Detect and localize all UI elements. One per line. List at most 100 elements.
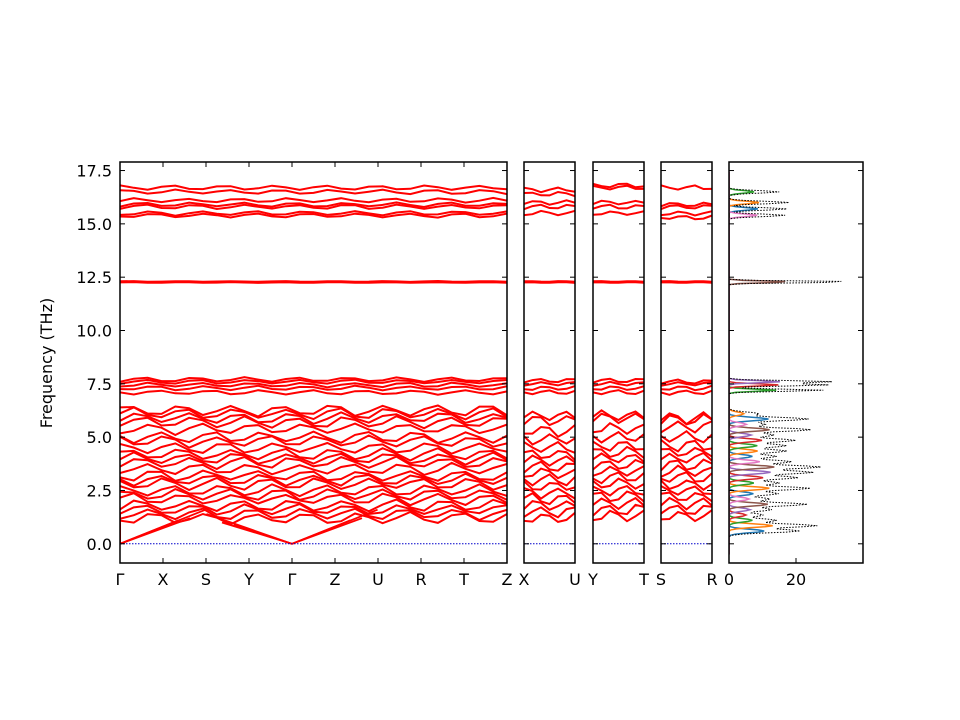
x-tick-label: Γ xyxy=(288,570,297,589)
high-band-line xyxy=(661,214,712,221)
low-band-line xyxy=(661,471,712,483)
x-tick-label: S xyxy=(656,570,666,589)
y-tick-label: 0.0 xyxy=(87,535,112,554)
low-band-line xyxy=(661,491,712,503)
high-band-line xyxy=(120,210,507,217)
high-band-line xyxy=(593,210,644,216)
dos-panel: 0 20 xyxy=(724,161,864,589)
low-band-line xyxy=(120,441,507,455)
high-band-line xyxy=(524,203,575,211)
y-tick-label: 2.5 xyxy=(87,481,112,500)
x-tick-label: U xyxy=(372,570,384,589)
y-tick-label: 5.0 xyxy=(87,428,112,447)
low-band-line xyxy=(593,421,644,436)
low-band-line xyxy=(593,452,644,464)
low-band-line xyxy=(120,430,507,445)
optic-band-line xyxy=(524,389,575,396)
low-band-line xyxy=(593,503,644,517)
optic-band-line xyxy=(593,377,644,384)
y-tick-label: 15.0 xyxy=(76,215,112,234)
low-band-line xyxy=(593,509,644,523)
high-band-line xyxy=(524,199,575,206)
low-band-line xyxy=(593,471,644,485)
low-band-line xyxy=(661,439,712,453)
mid-band-line xyxy=(593,280,644,283)
panel-frame xyxy=(592,161,645,564)
acoustic-branch xyxy=(120,519,179,545)
low-band-line xyxy=(120,476,507,492)
partial-dos-line xyxy=(729,171,769,555)
low-band-line xyxy=(524,512,575,523)
panel-frame xyxy=(119,161,508,564)
low-band-line xyxy=(593,440,644,452)
low-band-line xyxy=(524,440,575,454)
low-band-line xyxy=(661,429,712,444)
low-band-line xyxy=(593,484,644,497)
mid-band-line xyxy=(120,279,507,283)
low-band-line xyxy=(593,465,644,477)
panel-frame xyxy=(523,161,576,564)
band-lines xyxy=(593,182,644,523)
x-tick-label: T xyxy=(638,570,649,589)
low-band-line xyxy=(593,496,644,511)
mid-band-line xyxy=(120,281,507,284)
optic-band-line xyxy=(524,377,575,384)
dos-x-tick-label: 20 xyxy=(786,570,806,589)
y-tick-label: 17.5 xyxy=(76,162,112,181)
low-band-line xyxy=(661,451,712,464)
dos-x-tick-label: 0 xyxy=(724,570,734,589)
low-band-line xyxy=(524,480,575,491)
low-band-line xyxy=(524,454,575,467)
low-band-line xyxy=(120,469,507,482)
low-band-line xyxy=(524,424,575,438)
low-band-line xyxy=(661,420,712,434)
low-band-line xyxy=(120,507,507,522)
high-band-line xyxy=(593,184,644,191)
high-band-line xyxy=(661,184,712,191)
mid-band-line xyxy=(524,280,575,283)
high-band-line xyxy=(661,210,712,217)
band-lines xyxy=(524,186,575,523)
high-band-line xyxy=(593,203,644,210)
x-tick-label: X xyxy=(158,570,169,589)
optic-band-line xyxy=(593,389,644,396)
total-dos-line xyxy=(729,171,842,555)
high-band-line xyxy=(661,204,712,211)
high-band-line xyxy=(524,209,575,217)
low-band-line xyxy=(120,455,507,471)
optic-band-line xyxy=(593,380,644,387)
x-tick-label: Y xyxy=(587,570,598,589)
low-band-line xyxy=(593,409,644,422)
x-tick-label: Z xyxy=(330,570,341,589)
x-tick-label: T xyxy=(458,570,469,589)
low-band-line xyxy=(661,464,712,478)
low-band-line xyxy=(661,479,712,491)
low-band-line xyxy=(593,445,644,459)
high-band-line xyxy=(120,201,507,209)
mid-band-line xyxy=(661,280,712,283)
low-band-line xyxy=(120,422,507,437)
high-band-line xyxy=(524,186,575,194)
x-tick-label: U xyxy=(569,570,581,589)
optic-band-line xyxy=(524,381,575,387)
low-band-line xyxy=(661,446,712,458)
optic-band-line xyxy=(661,384,712,392)
x-tick-label: R xyxy=(706,570,717,589)
high-band-line xyxy=(593,182,644,189)
high-band-line xyxy=(661,201,712,208)
low-band-line xyxy=(524,433,575,446)
low-band-line xyxy=(120,503,507,516)
low-band-line xyxy=(593,458,644,471)
low-band-line xyxy=(120,472,507,487)
x-tick-label: Y xyxy=(243,570,254,589)
optic-band-line xyxy=(661,389,712,396)
x-tick-label: R xyxy=(415,570,426,589)
low-band-line xyxy=(120,406,507,421)
band-panel-1: Γ X S Y Γ Z U R T Z 0.0 2.5 5.0 7.5 10.0 12.5 15.0 17.5 xyxy=(76,161,513,589)
low-band-line xyxy=(661,509,712,523)
low-band-line xyxy=(593,412,644,425)
panel-frame xyxy=(660,161,713,564)
